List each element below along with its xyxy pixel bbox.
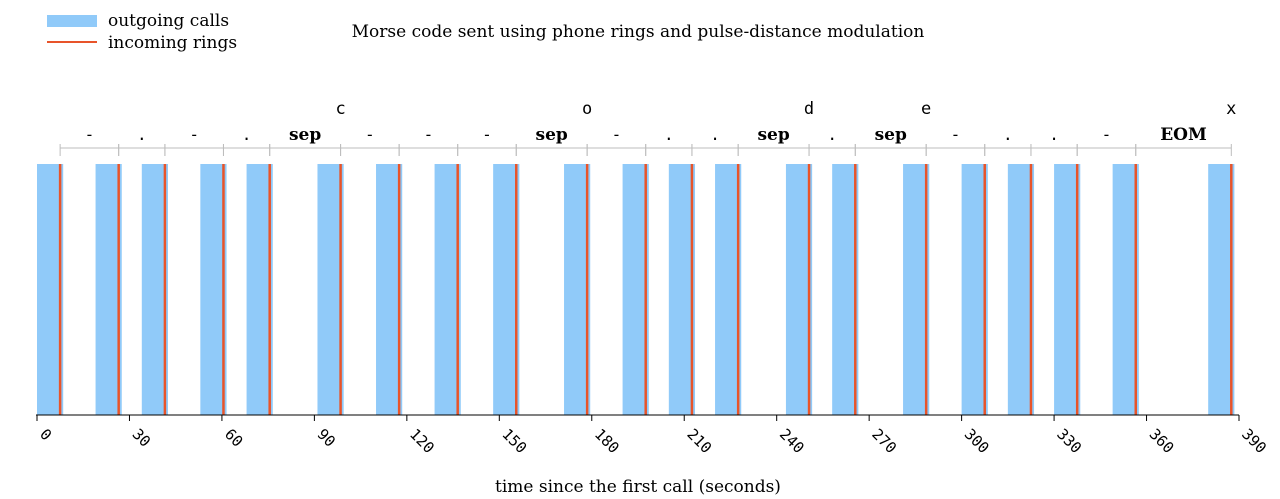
outgoing-call-bar-4 (246, 164, 273, 415)
chart-title: Morse code sent using phone rings and pu… (352, 22, 925, 42)
outgoing-call-bar-2 (141, 164, 168, 415)
x-tick-label-150: 150 (498, 425, 530, 457)
symbol-label-12: sep (757, 125, 789, 145)
symbol-label-3: . (242, 125, 252, 144)
x-tick-label-60: 60 (221, 425, 247, 451)
x-axis-ticks: 0 30 60 90 120 150 180 210 240 270 300 330 360 390 (36, 415, 1270, 457)
x-tick-label-390: 390 (1238, 425, 1270, 457)
legend-label-incoming: incoming rings (108, 33, 237, 53)
symbol-label-6: - (424, 125, 434, 144)
x-tick-label-270: 270 (868, 425, 900, 457)
letter-label-e: e (921, 99, 931, 119)
symbol-label-10: . (664, 125, 674, 144)
x-tick-label-240: 240 (776, 425, 808, 457)
outgoing-call-bar-1 (95, 164, 122, 415)
symbol-label-7: - (482, 125, 492, 144)
x-tick-label-120: 120 (406, 425, 438, 457)
x-tick-label-180: 180 (591, 425, 623, 457)
symbol-label-0: - (85, 125, 95, 144)
incoming-rings-series (58, 164, 1233, 415)
outgoing-call-bar-12 (715, 164, 742, 415)
x-axis-label: time since the first call (seconds) (495, 477, 781, 497)
symbol-label-8: sep (536, 125, 568, 145)
symbol-label-2: - (189, 125, 199, 144)
outgoing-call-bar-11 (668, 164, 696, 415)
x-tick-label-30: 30 (129, 425, 155, 451)
symbol-label-16: . (1003, 125, 1013, 144)
symbol-label-18: - (1102, 125, 1112, 144)
symbol-label-11: . (710, 125, 720, 144)
outgoing-calls-series (37, 164, 1235, 415)
symbol-label-5: - (365, 125, 375, 144)
outgoing-call-bar-5 (317, 164, 344, 415)
legend-label-outgoing: outgoing calls (108, 11, 229, 31)
symbol-label-17: . (1049, 125, 1059, 144)
outgoing-call-bar-18 (1054, 164, 1081, 415)
x-tick-label-210: 210 (683, 425, 715, 457)
outgoing-call-bar-9 (564, 164, 591, 415)
outgoing-call-bar-17 (1007, 164, 1035, 415)
x-tick-label-360: 360 (1146, 425, 1178, 457)
outgoing-call-bar-6 (376, 164, 403, 415)
letter-label-x: x (1226, 99, 1236, 119)
outgoing-call-bar-19 (1112, 164, 1139, 415)
x-tick-label-330: 330 (1053, 425, 1085, 457)
outgoing-call-bar-15 (903, 164, 930, 415)
symbol-label-14: sep (875, 125, 907, 145)
outgoing-call-bar-14 (832, 164, 859, 415)
x-tick-label-300: 300 (961, 425, 993, 457)
x-tick-label-90: 90 (314, 425, 340, 451)
symbol-label-19: EOM (1160, 125, 1207, 145)
symbol-label-9: - (612, 125, 622, 144)
letter-label-d: d (804, 99, 814, 119)
symbol-label-4: sep (289, 125, 321, 145)
outgoing-call-bar-8 (493, 164, 520, 415)
outgoing-call-bar-7 (434, 164, 461, 415)
outgoing-call-bar-13 (785, 164, 813, 415)
outgoing-call-bar-20 (1208, 164, 1235, 415)
outgoing-call-bar-16 (961, 164, 988, 415)
legend-swatch-outgoing (47, 15, 97, 27)
outgoing-call-bar-3 (200, 164, 227, 415)
letter-label-o: o (582, 99, 592, 119)
outgoing-call-bar-0 (37, 164, 64, 415)
symbol-brackets: -. -. sep - - - sep -.. sep. sep -.. - EOM (59, 125, 1232, 156)
letter-label-c: c (335, 99, 345, 119)
symbol-label-13: . (827, 125, 837, 144)
x-tick-label-0: 0 (36, 425, 55, 444)
outgoing-call-bar-10 (622, 164, 649, 415)
legend: outgoing calls incoming rings (47, 11, 237, 53)
symbol-label-15: - (951, 125, 961, 144)
symbol-label-1: . (137, 125, 147, 144)
